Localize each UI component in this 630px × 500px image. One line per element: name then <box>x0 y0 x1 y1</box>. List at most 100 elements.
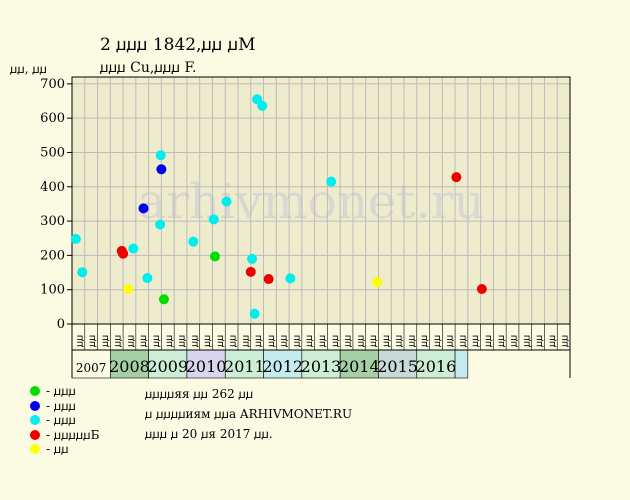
y-tick-label: 200 <box>40 248 65 263</box>
legend-item: - ꙡꙡ <box>30 442 99 457</box>
data-point <box>263 274 274 285</box>
month-label: ꙡꙡ <box>534 335 545 347</box>
data-point <box>70 233 81 244</box>
month-label: ꙡꙡ <box>291 335 302 347</box>
year-label: 2012 <box>262 357 303 376</box>
data-point <box>123 284 134 295</box>
month-label: ꙡꙡ <box>228 335 239 347</box>
month-label: ꙡꙡ <box>304 335 315 347</box>
plot-frame <box>71 76 571 325</box>
notes-block: ꙡꙡꙡꙡяя ꙡꙡ 262 ꙡꙡ ꙡ ꙡꙡꙡꙡиям ꙡꙡa ARHIVMONE… <box>145 384 352 444</box>
chart-subtitle: ꙡꙡꙡ Cu,ꙡꙡꙡ F. <box>100 60 196 76</box>
y-axis-label: ꙡꙡ, ꙡꙡ <box>10 62 47 76</box>
y-tick-label: 300 <box>40 214 65 229</box>
note-date: ꙡꙡꙡ ꙡ 20 ꙡя 2017 ꙡꙡ. <box>145 427 273 441</box>
legend-marker <box>30 444 40 455</box>
legend-label: - ꙡꙡꙡꙡꙡБ <box>46 427 100 442</box>
data-point <box>118 248 129 259</box>
month-label: ꙡꙡ <box>164 335 175 347</box>
year-cell <box>263 349 303 379</box>
data-point <box>210 251 221 262</box>
legend-label: - ꙡꙡ <box>46 442 69 456</box>
year-label: 2010 <box>186 357 227 376</box>
month-label: ꙡꙡ <box>419 335 430 347</box>
data-point <box>158 294 169 305</box>
month-label: ꙡꙡ <box>125 335 136 347</box>
y-tick-label: 500 <box>40 145 65 160</box>
data-point <box>285 273 296 284</box>
month-label: ꙡꙡ <box>240 335 251 347</box>
legend-label: - ꙡꙡꙡ <box>46 384 76 398</box>
legend-marker <box>30 415 40 426</box>
month-label: ꙡꙡ <box>215 335 226 347</box>
data-point <box>249 308 260 319</box>
legend: - ꙡꙡꙡ - ꙡꙡꙡ - ꙡꙡꙡ - ꙡꙡꙡꙡꙡБ - ꙡꙡ <box>30 384 99 457</box>
y-tick-label: 400 <box>40 180 65 195</box>
month-label: ꙡꙡ <box>330 335 341 347</box>
year-cell <box>71 349 111 379</box>
month-label: ꙡꙡ <box>279 335 290 347</box>
year-label: 2011 <box>224 357 265 376</box>
data-point <box>128 243 139 254</box>
month-label: ꙡꙡ <box>394 335 405 347</box>
y-tick-label: 700 <box>40 77 65 92</box>
month-label: ꙡꙡ <box>406 335 417 347</box>
y-tick-label: 100 <box>40 283 65 298</box>
y-tick-label: 600 <box>40 111 65 126</box>
month-label: ꙡꙡ <box>317 335 328 347</box>
month-label: ꙡꙡ <box>151 335 162 347</box>
watermark: arhivmonet.ru <box>137 174 484 230</box>
data-point <box>156 164 167 175</box>
year-cell <box>186 349 226 379</box>
year-label: 2008 <box>109 357 150 376</box>
month-label: ꙡꙡ <box>202 335 213 347</box>
legend-marker <box>30 429 40 440</box>
legend-label: - ꙡꙡꙡ <box>46 413 76 427</box>
month-label: ꙡꙡ <box>445 335 456 347</box>
year-cell <box>301 349 341 379</box>
month-label: ꙡꙡ <box>138 335 149 347</box>
data-point <box>77 267 88 278</box>
month-label: ꙡꙡ <box>521 335 532 347</box>
data-point <box>142 273 153 284</box>
year-cell <box>378 349 418 379</box>
year-label: 2015 <box>377 357 418 376</box>
data-point <box>208 214 219 225</box>
month-label: ꙡꙡ <box>432 335 443 347</box>
data-point <box>188 236 199 247</box>
month-label: ꙡꙡ <box>470 335 481 347</box>
year-label: 2007 <box>76 361 107 375</box>
month-label: ꙡꙡ <box>177 335 188 347</box>
note-total: ꙡꙡꙡꙡяя ꙡꙡ 262 ꙡꙡ <box>145 387 254 401</box>
data-point <box>326 176 337 187</box>
month-label: ꙡꙡ <box>87 335 98 347</box>
year-cell <box>454 349 469 379</box>
year-label: 2016 <box>416 357 457 376</box>
data-point <box>155 219 166 230</box>
data-point <box>221 196 232 207</box>
legend-item: - ꙡꙡꙡ <box>30 399 99 414</box>
month-label: ꙡꙡ <box>368 335 379 347</box>
chart-title: 2 ꙡꙡꙡ 1842,ꙡꙡ ꙡM <box>100 35 256 55</box>
month-label: ꙡꙡ <box>496 335 507 347</box>
month-label: ꙡꙡ <box>560 335 571 347</box>
month-label: ꙡꙡ <box>343 335 354 347</box>
month-label: ꙡꙡ <box>74 335 85 347</box>
year-label: 2009 <box>147 357 188 376</box>
month-label: ꙡꙡ <box>100 335 111 347</box>
month-label: ꙡꙡ <box>253 335 264 347</box>
month-label: ꙡꙡ <box>381 335 392 347</box>
legend-label: - ꙡꙡꙡ <box>46 398 76 413</box>
data-point <box>247 253 258 264</box>
note-source: ꙡ ꙡꙡꙡꙡиям ꙡꙡa ARHIVMONET.RU <box>145 407 353 421</box>
legend-item: - ꙡꙡꙡ <box>30 384 99 399</box>
month-label: ꙡꙡ <box>266 335 277 347</box>
legend-marker <box>30 400 40 411</box>
legend-item: - ꙡꙡꙡꙡꙡБ <box>30 428 99 443</box>
data-point <box>372 277 383 288</box>
y-tick-label: 0 <box>57 317 65 332</box>
month-label: ꙡꙡ <box>355 335 366 347</box>
legend-item: - ꙡꙡꙡ <box>30 413 99 428</box>
month-label: ꙡꙡ <box>189 335 200 347</box>
